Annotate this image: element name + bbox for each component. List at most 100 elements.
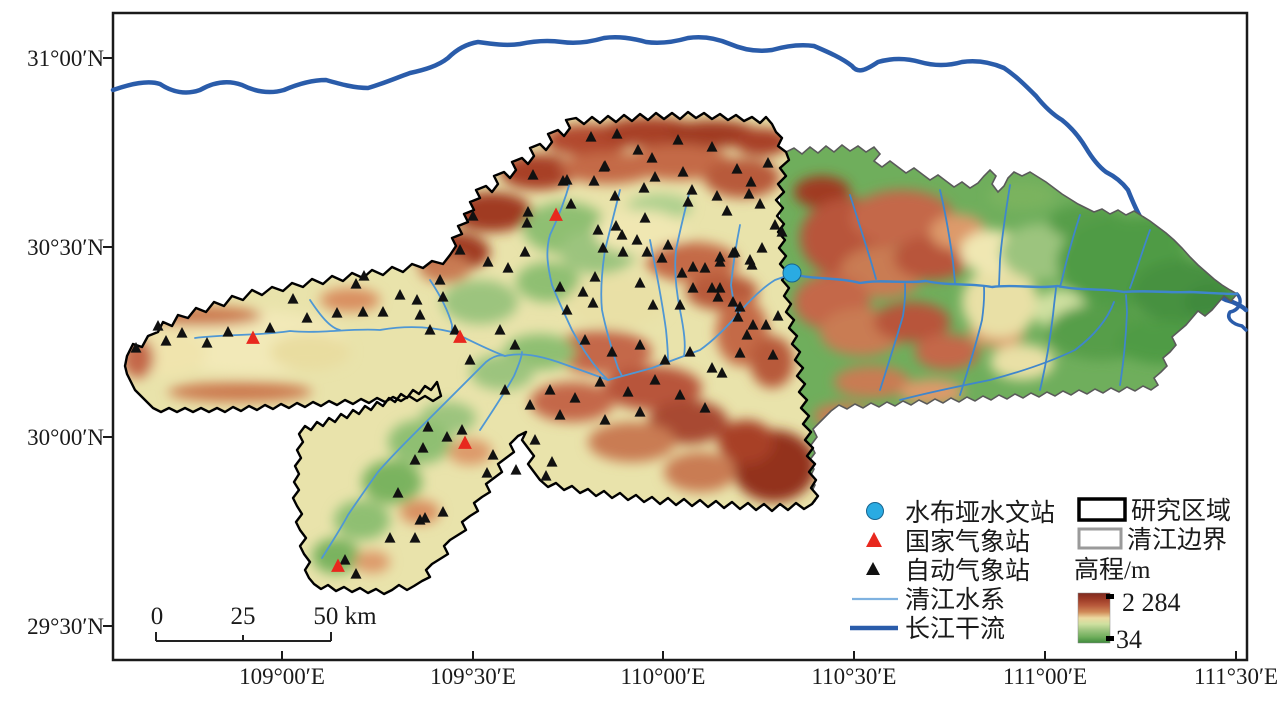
automatic-weather-station-marker: [767, 349, 779, 360]
yangtze-river-line: [110, 34, 1249, 332]
automatic-weather-station-marker: [377, 306, 389, 317]
elevation-min-label: 34: [1116, 625, 1142, 654]
automatic-weather-station-marker: [527, 169, 539, 180]
national-weather-station-marker: [246, 330, 260, 344]
automatic-weather-station-marker: [509, 339, 521, 350]
automatic-weather-station-marker: [714, 251, 726, 262]
automatic-weather-station-marker: [384, 532, 396, 543]
automatic-weather-station-marker: [411, 294, 423, 305]
automatic-weather-station-marker: [414, 309, 426, 320]
automatic-weather-station-marker: [152, 320, 164, 331]
legend-label-study-area: 研究区域: [1131, 497, 1231, 525]
national-weather-station-marker: [549, 207, 563, 221]
automatic-weather-station-marker: [599, 414, 611, 425]
automatic-weather-station-marker: [641, 246, 653, 257]
x-tick-label: 111°00′E: [1003, 664, 1087, 689]
automatic-weather-station-marker: [649, 171, 661, 182]
legend-label-national-station: 国家气象站: [905, 528, 1030, 556]
automatic-weather-station-marker: [656, 252, 668, 263]
qingjiang-boundary-outline: [785, 143, 1239, 505]
automatic-weather-station-marker: [706, 282, 718, 293]
automatic-weather-station-marker: [437, 291, 449, 302]
automatic-weather-station-marker: [760, 319, 772, 330]
elevation-ramp: [1077, 592, 1111, 644]
scale-bar: 0 25 50 km: [151, 603, 377, 642]
automatic-weather-station-marker: [588, 175, 600, 186]
automatic-weather-station-marker: [687, 261, 699, 272]
automatic-weather-station-marker: [699, 262, 711, 273]
automatic-weather-station-marker: [454, 244, 466, 255]
automatic-weather-station-marker: [540, 470, 552, 481]
automatic-weather-station-marker: [762, 157, 774, 168]
national-weather-station-marker: [331, 558, 345, 572]
automatic-weather-station-marker: [659, 354, 671, 365]
automatic-weather-station-marker: [741, 329, 753, 340]
automatic-weather-station-marker: [776, 226, 788, 237]
automatic-weather-station-marker: [467, 210, 479, 221]
legend-label-automatic-station: 自动气象站: [905, 557, 1030, 585]
station-markers-layer: [130, 128, 802, 579]
axis-ticks: [103, 57, 1237, 660]
automatic-weather-station-marker: [706, 362, 718, 373]
legend-elevation-title: 高程/m: [1074, 556, 1151, 584]
automatic-weather-station-marker: [634, 339, 646, 350]
elevation-max-label: 2 284: [1122, 588, 1181, 617]
automatic-weather-station-marker: [499, 384, 511, 395]
automatic-weather-station-marker: [734, 347, 746, 358]
automatic-weather-station-marker: [734, 301, 746, 312]
automatic-weather-station-marker: [706, 141, 718, 152]
study-area-outline: [123, 110, 820, 596]
automatic-weather-station-marker: [647, 299, 659, 310]
automatic-weather-station-marker: [594, 376, 606, 387]
automatic-weather-station-marker: [481, 467, 493, 478]
legend-hydrostation-icon: [866, 502, 884, 520]
automatic-weather-station-marker: [727, 296, 739, 307]
x-tick-label: 109°30′E: [430, 664, 516, 689]
automatic-weather-station-marker: [638, 182, 650, 193]
automatic-weather-station-marker: [632, 144, 644, 155]
automatic-weather-station-marker: [419, 512, 431, 523]
legend-automatic-station-icon: [866, 562, 880, 575]
automatic-weather-station-marker: [350, 568, 362, 579]
automatic-weather-station-marker: [579, 334, 591, 345]
scale-label-25: 25: [231, 603, 256, 630]
automatic-weather-station-marker: [482, 256, 494, 267]
automatic-weather-station-marker: [587, 297, 599, 308]
automatic-weather-station-marker: [622, 386, 634, 397]
automatic-weather-station-marker: [569, 392, 581, 403]
automatic-weather-station-marker: [732, 311, 744, 322]
automatic-weather-station-marker: [634, 277, 646, 288]
automatic-weather-station-marker: [301, 312, 313, 323]
automatic-weather-station-marker: [524, 399, 536, 410]
automatic-weather-station-marker: [464, 354, 476, 365]
automatic-weather-station-marker: [649, 374, 661, 385]
automatic-weather-station-marker: [339, 554, 351, 565]
y-axis-labels: 31°00′N 30°30′N 30°00′N 29°30′N: [27, 46, 104, 639]
y-tick-label: 29°30′N: [27, 614, 104, 639]
automatic-weather-station-marker: [287, 293, 299, 304]
automatic-weather-station-marker: [424, 324, 436, 335]
automatic-weather-station-marker: [201, 337, 213, 348]
automatic-weather-station-marker: [639, 212, 651, 223]
automatic-weather-station-marker: [222, 326, 234, 337]
automatic-weather-station-marker: [585, 131, 597, 142]
automatic-weather-station-marker: [597, 242, 609, 253]
automatic-weather-station-marker: [554, 409, 566, 420]
automatic-weather-station-marker: [417, 442, 429, 453]
automatic-weather-station-marker: [769, 219, 781, 230]
automatic-weather-station-marker: [599, 160, 611, 171]
automatic-weather-station-marker: [711, 190, 723, 201]
automatic-weather-station-marker: [521, 217, 533, 228]
automatic-weather-station-marker: [357, 306, 369, 317]
automatic-weather-station-marker: [561, 174, 573, 185]
legend-label-yangtze: 长江干流: [905, 615, 1005, 643]
map-legend: 水布垭水文站 国家气象站 自动气象站 清江水系 长江干流 研究区域 清江边界 高…: [850, 497, 1231, 654]
automatic-weather-station-marker: [731, 163, 743, 174]
automatic-weather-station-marker: [358, 270, 370, 281]
automatic-weather-station-marker: [716, 367, 728, 378]
automatic-weather-station-marker: [522, 206, 534, 217]
automatic-weather-station-marker: [546, 456, 558, 467]
automatic-weather-station-marker: [684, 346, 696, 357]
automatic-weather-station-marker: [434, 274, 446, 285]
x-tick-label: 111°30′E: [1194, 664, 1278, 689]
